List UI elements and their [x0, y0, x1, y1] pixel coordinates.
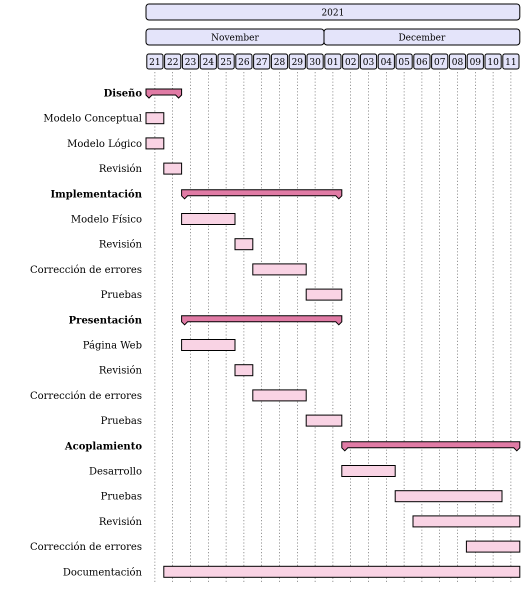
day-label-5: 26: [238, 58, 250, 68]
task-bar-19: [163, 565, 521, 578]
task-bar-18: [465, 540, 521, 553]
day-label-3: 24: [203, 58, 215, 68]
day-label-8: 29: [292, 58, 304, 68]
row-label-3: Revisión: [99, 164, 143, 175]
day-header-box-13: [377, 53, 395, 70]
task-bar-3: [163, 162, 183, 175]
month-header-box-1: [323, 28, 521, 46]
day-label-18: 09: [470, 58, 482, 68]
task-bar-2: [145, 137, 165, 150]
row-label-1: Modelo Conceptual: [43, 114, 142, 125]
row-label-6: Revisión: [99, 240, 143, 251]
day-label-17: 08: [452, 58, 464, 68]
row-label-7: Corrección de errores: [30, 265, 142, 276]
group-bar-0: [145, 88, 183, 99]
day-gridlines: [154, 72, 512, 584]
day-header-box-16: [431, 53, 449, 70]
day-label-19: 10: [487, 58, 499, 68]
day-header-box-11: [342, 53, 360, 70]
month-label-0: November: [211, 34, 259, 44]
day-header-box-5: [235, 53, 253, 70]
day-label-4: 25: [220, 58, 232, 68]
day-label-2: 23: [185, 58, 197, 68]
year-label: 2021: [321, 9, 344, 19]
day-label-6: 27: [256, 58, 268, 68]
task-bar-15: [341, 465, 396, 477]
day-header-box-10: [324, 53, 342, 70]
task-bar-10: [181, 339, 236, 351]
day-header-box-14: [395, 53, 413, 70]
day-label-11: 02: [345, 58, 356, 68]
task-bar-12: [252, 389, 307, 402]
day-header-box-3: [199, 53, 217, 70]
day-header-box-12: [359, 53, 378, 70]
day-header-box-1: [164, 53, 182, 70]
group-bar-4: [181, 189, 343, 200]
day-header-box-18: [466, 53, 484, 70]
task-bar-8: [305, 288, 343, 301]
task-bar-16: [394, 490, 503, 503]
task-bar-7: [252, 263, 307, 276]
day-header-box-4: [217, 53, 235, 70]
day-header-box-19: [484, 53, 502, 70]
day-label-7: 28: [274, 58, 286, 68]
day-label-16: 07: [434, 58, 446, 68]
row-label-11: Revisión: [99, 366, 143, 377]
day-label-15: 06: [416, 58, 428, 68]
row-label-5: Modelo Físico: [71, 215, 142, 226]
day-label-10: 01: [327, 58, 338, 68]
day-header-box-20: [502, 53, 520, 70]
day-header-box-6: [253, 53, 271, 70]
row-label-18: Corrección de errores: [30, 542, 142, 553]
task-bar-5: [181, 213, 236, 225]
day-label-20: 11: [505, 58, 516, 68]
task-bars: [145, 88, 521, 578]
day-header-box-9: [306, 53, 324, 70]
year-header-box: [145, 3, 521, 21]
day-header-box-7: [270, 53, 289, 70]
timeline-header: 2021 November December 21 22 23 24 25 26 27 28 29 30…: [145, 3, 521, 70]
month-label-1: December: [398, 34, 446, 44]
task-bar-1: [145, 112, 165, 125]
group-bar-9: [181, 315, 343, 326]
row-label-12: Corrección de errores: [30, 391, 142, 402]
day-header-box-15: [413, 53, 431, 70]
row-label-16: Pruebas: [101, 492, 142, 503]
row-label-13: Pruebas: [101, 416, 142, 427]
row-label-10: Página Web: [83, 341, 142, 352]
row-label-0: Diseño: [104, 89, 143, 100]
day-label-9: 30: [309, 58, 321, 68]
task-bar-6: [234, 238, 254, 251]
day-header-box-17: [448, 53, 467, 70]
row-label-15: Desarrollo: [89, 467, 142, 478]
row-label-19: Documentación: [63, 567, 143, 578]
row-labels: Diseño Modelo Conceptual Modelo Lógico Revi…: [30, 89, 143, 579]
row-label-14: Acoplamiento: [64, 441, 142, 452]
task-bar-11: [234, 364, 254, 377]
task-bar-13: [305, 414, 343, 427]
day-label-13: 04: [381, 58, 393, 68]
row-label-8: Pruebas: [101, 290, 142, 301]
row-label-4: Implementación: [50, 189, 142, 200]
day-header-box-0: [146, 53, 164, 70]
day-label-14: 05: [398, 58, 410, 68]
day-header-box-2: [181, 53, 200, 70]
row-label-9: Presentación: [69, 315, 143, 326]
day-label-1: 22: [167, 58, 178, 68]
task-bar-17: [412, 515, 521, 528]
day-header-box-8: [288, 53, 306, 70]
group-bar-14: [341, 441, 521, 452]
row-label-17: Revisión: [99, 517, 143, 528]
row-label-2: Modelo Lógico: [67, 139, 142, 150]
day-label-0: 21: [149, 58, 160, 68]
day-label-12: 03: [363, 58, 375, 68]
